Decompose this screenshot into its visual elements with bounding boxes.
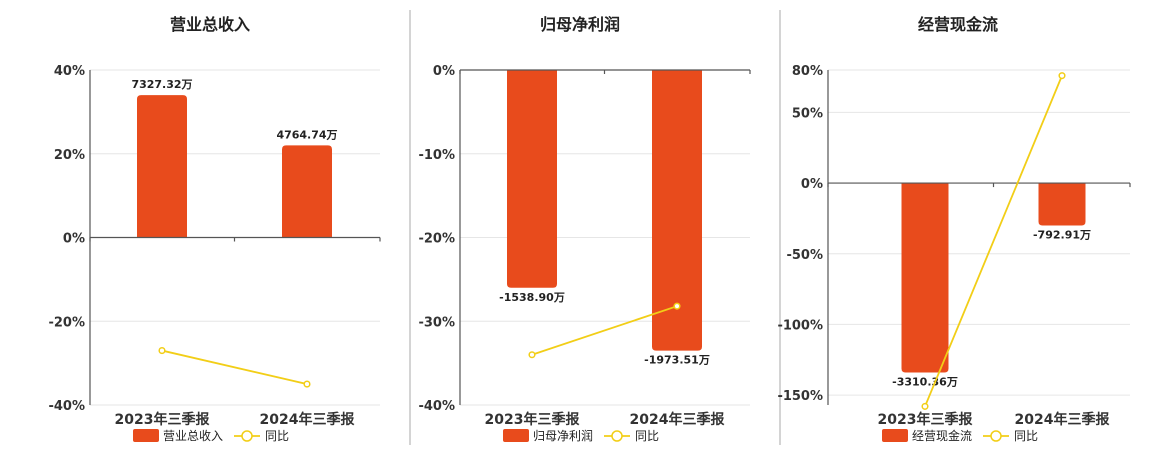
- legend-bar-swatch: [882, 429, 908, 442]
- yoy-line: [531, 305, 678, 356]
- bar: [137, 95, 187, 238]
- legend-bar-swatch: [503, 429, 529, 442]
- chart-title: 经营现金流: [918, 15, 998, 34]
- bar-data-label: -792.91万: [1033, 228, 1091, 241]
- legend-line-label: 同比: [265, 429, 289, 443]
- legend-bar-label: 营业总收入: [163, 429, 223, 443]
- y-tick-label: -40%: [418, 399, 455, 414]
- legend-line-marker: [611, 430, 623, 442]
- legend-bar-label: 归母净利润: [533, 429, 593, 443]
- legend-line-marker: [990, 430, 1002, 442]
- bar: [507, 70, 557, 288]
- yoy-line: [161, 349, 308, 385]
- y-tick-label: -100%: [777, 318, 823, 333]
- y-tick-label: 0%: [801, 177, 823, 192]
- y-tick-label: -40%: [48, 399, 85, 414]
- chart-title: 归母净利润: [540, 15, 620, 34]
- bar-data-label: -3310.36万: [892, 375, 958, 388]
- bar-data-label: -1973.51万: [644, 354, 710, 367]
- y-tick-label: 40%: [54, 64, 85, 79]
- legend-bar-swatch: [133, 429, 159, 442]
- y-tick-label: -50%: [786, 248, 823, 263]
- y-tick-label: -10%: [418, 148, 455, 163]
- chart-title: 营业总收入: [170, 15, 250, 34]
- bar-data-label: 4764.74万: [276, 128, 337, 141]
- x-category-label: 2023年三季报: [878, 411, 973, 428]
- bar: [901, 183, 949, 373]
- y-tick-label: 20%: [54, 148, 85, 163]
- y-tick-label: 0%: [433, 64, 455, 79]
- y-tick-label: -150%: [777, 389, 823, 404]
- bar: [652, 70, 702, 351]
- x-category-label: 2023年三季报: [115, 411, 210, 428]
- y-tick-label: -20%: [48, 315, 85, 330]
- yoy-point: [528, 351, 536, 359]
- y-tick-label: -30%: [418, 315, 455, 330]
- bar-data-label: 7327.32万: [131, 78, 192, 91]
- x-category-label: 2023年三季报: [485, 411, 580, 428]
- x-category-label: 2024年三季报: [1015, 411, 1110, 428]
- yoy-point: [673, 302, 681, 310]
- legend-line-marker: [241, 430, 253, 442]
- legend-bar-label: 经营现金流: [912, 428, 972, 443]
- y-tick-label: 80%: [792, 64, 823, 79]
- yoy-line: [924, 75, 1063, 407]
- x-category-label: 2024年三季报: [260, 411, 355, 428]
- yoy-point: [303, 380, 311, 388]
- bar: [282, 145, 332, 238]
- y-tick-label: 50%: [792, 106, 823, 121]
- x-category-label: 2024年三季报: [630, 411, 725, 428]
- legend-line-label: 同比: [635, 429, 659, 443]
- bar: [1038, 183, 1086, 226]
- yoy-point: [1058, 72, 1066, 80]
- bar-data-label: -1538.90万: [499, 291, 565, 304]
- yoy-point: [158, 347, 166, 355]
- y-tick-label: 0%: [63, 232, 85, 247]
- legend-line-label: 同比: [1014, 429, 1038, 443]
- yoy-point: [921, 402, 929, 410]
- y-tick-label: -20%: [418, 232, 455, 247]
